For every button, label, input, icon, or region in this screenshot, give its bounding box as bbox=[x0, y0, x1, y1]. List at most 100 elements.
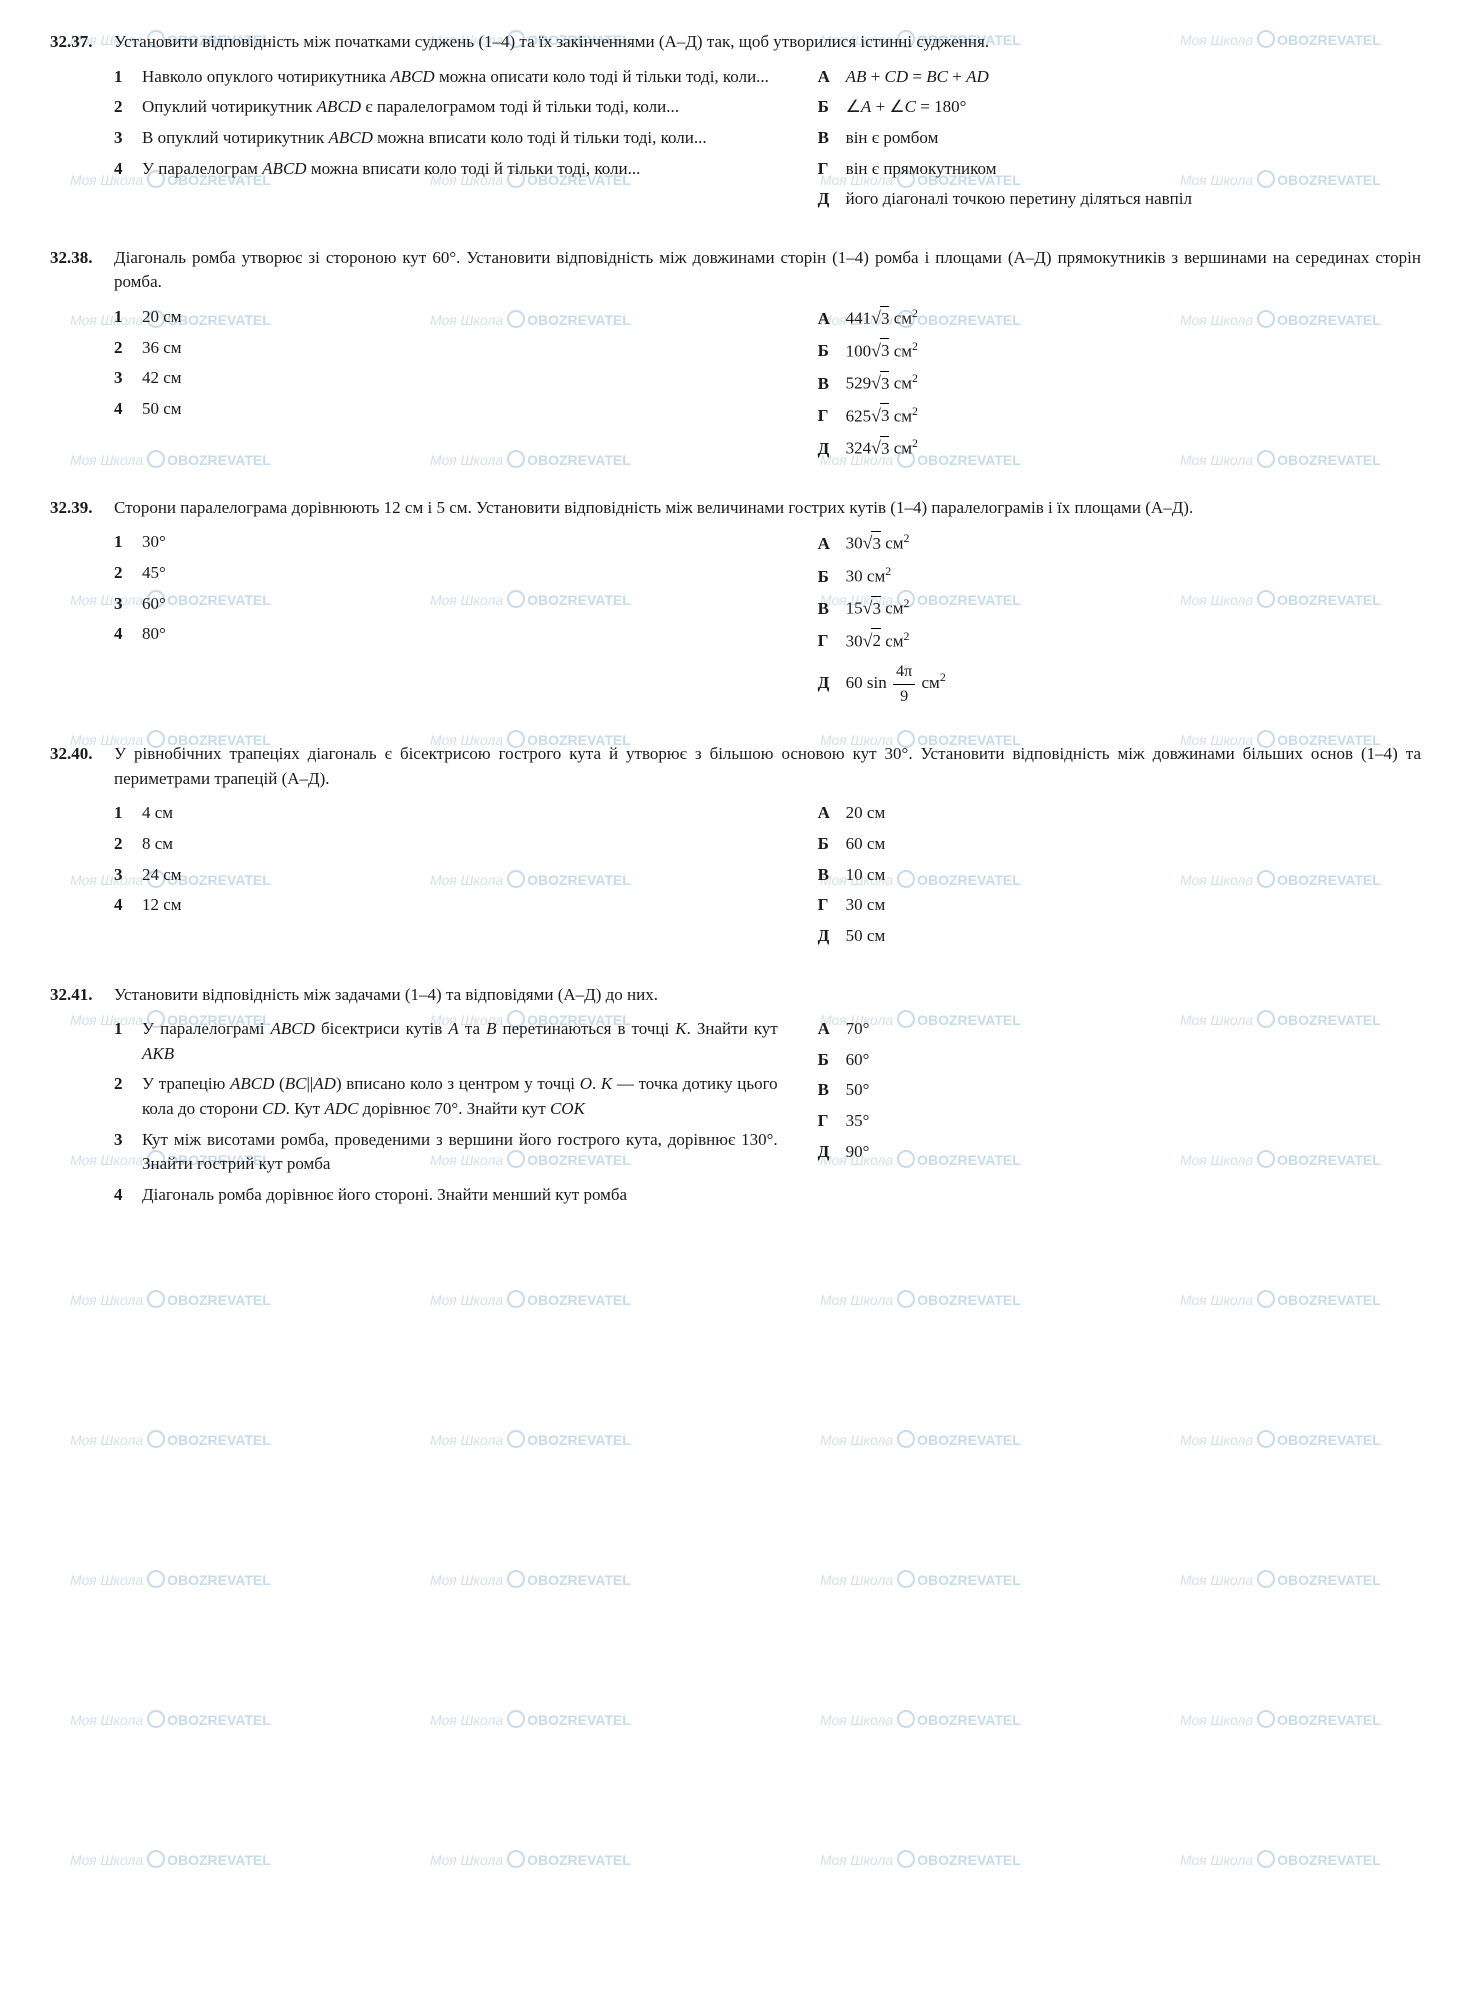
option-value: 42 см bbox=[142, 366, 778, 391]
option-key: 3 bbox=[114, 126, 142, 151]
option-key: А bbox=[818, 801, 846, 826]
option-value: В опуклий чотирикутник ABCD можна вписат… bbox=[142, 126, 778, 151]
left-options: 120 см236 см342 см450 см bbox=[114, 305, 818, 468]
watermark: Моя Школа OBOZREVATEL bbox=[820, 1850, 1021, 1870]
option-key: Б bbox=[818, 339, 846, 364]
option-key: В bbox=[818, 863, 846, 888]
option-row: Ввін є ромбом bbox=[818, 126, 1421, 151]
option-row: 324 см bbox=[114, 863, 778, 888]
option-row: 480° bbox=[114, 622, 778, 647]
option-row: Гвін є прямокутником bbox=[818, 157, 1421, 182]
problem-prompt: Сторони паралелограма дорівнюють 12 см і… bbox=[114, 496, 1421, 521]
option-key: 1 bbox=[114, 801, 142, 826]
problem-prompt-row: 32.41.Установити відповідність між задач… bbox=[50, 983, 1421, 1008]
option-key: А bbox=[818, 307, 846, 332]
option-value: 60 sin 4π9 см2 bbox=[846, 660, 1421, 708]
option-row: А30√3 см2 bbox=[818, 530, 1421, 557]
option-value: У паралелограмі ABCD бісектриси кутів A … bbox=[142, 1017, 778, 1066]
problem-prompt: Установити відповідність між задачами (1… bbox=[114, 983, 1421, 1008]
watermark: Моя Школа OBOZREVATEL bbox=[820, 1570, 1021, 1590]
option-row: Б30 см2 bbox=[818, 563, 1421, 589]
option-key: 3 bbox=[114, 592, 142, 617]
watermark: Моя Школа OBOZREVATEL bbox=[1180, 1850, 1381, 1870]
option-key: 4 bbox=[114, 622, 142, 647]
option-row: 28 см bbox=[114, 832, 778, 857]
option-key: Б bbox=[818, 832, 846, 857]
left-options: 14 см 28 см 324 см 412 см bbox=[114, 801, 818, 954]
option-key: 3 bbox=[114, 863, 142, 888]
problem-prompt: Діагональ ромба утворює зі стороною кут … bbox=[114, 246, 1421, 295]
option-row: 245° bbox=[114, 561, 778, 586]
problem: 32.41.Установити відповідність між задач… bbox=[50, 983, 1421, 1214]
option-row: 412 см bbox=[114, 893, 778, 918]
option-key: Д bbox=[818, 1140, 846, 1165]
option-key: Д bbox=[818, 924, 846, 949]
option-value: 324√3 см2 bbox=[846, 435, 1421, 462]
right-options: А441√3 см2Б100√3 см2В529√3 см2Г625√3 см2… bbox=[818, 305, 1421, 468]
option-value: 529√3 см2 bbox=[846, 370, 1421, 397]
problem-number: 32.37. bbox=[50, 30, 114, 55]
option-key: Д bbox=[818, 671, 846, 696]
option-key: 3 bbox=[114, 366, 142, 391]
option-value: 441√3 см2 bbox=[846, 305, 1421, 332]
problem-prompt-row: 32.38.Діагональ ромба утворює зі стороно… bbox=[50, 246, 1421, 295]
option-key: 4 bbox=[114, 397, 142, 422]
option-value: 36 см bbox=[142, 336, 778, 361]
problem-number: 32.38. bbox=[50, 246, 114, 295]
option-key: В bbox=[818, 126, 846, 151]
option-row: Г35° bbox=[818, 1109, 1421, 1134]
option-key: В bbox=[818, 1078, 846, 1103]
option-row: 360° bbox=[114, 592, 778, 617]
problem-prompt: У рівнобічних трапеціях діагональ є бісе… bbox=[114, 742, 1421, 791]
problem: 32.38.Діагональ ромба утворює зі стороно… bbox=[50, 246, 1421, 468]
option-row: АAB + CD = BC + AD bbox=[818, 65, 1421, 90]
option-row: Б60° bbox=[818, 1048, 1421, 1073]
option-key: 2 bbox=[114, 336, 142, 361]
option-row: Б60 см bbox=[818, 832, 1421, 857]
right-options: АAB + CD = BC + ADБ∠A + ∠C = 180°Ввін є … bbox=[818, 65, 1421, 218]
watermark: Моя Школа OBOZREVATEL bbox=[70, 1710, 271, 1730]
option-row: В10 см bbox=[818, 863, 1421, 888]
option-key: 3 bbox=[114, 1128, 142, 1153]
watermark: Моя Школа OBOZREVATEL bbox=[1180, 1290, 1381, 1310]
option-value: У трапецію ABCD (BC||AD) вписано коло з … bbox=[142, 1072, 778, 1121]
watermark: Моя Школа OBOZREVATEL bbox=[430, 1850, 631, 1870]
option-row: 2У трапецію ABCD (BC||AD) вписано коло з… bbox=[114, 1072, 778, 1121]
watermark: Моя Школа OBOZREVATEL bbox=[430, 1430, 631, 1450]
option-row: 236 см bbox=[114, 336, 778, 361]
option-row: Г30√2 см2 bbox=[818, 628, 1421, 655]
option-value: Діагональ ромба дорівнює його стороні. З… bbox=[142, 1183, 778, 1208]
option-value: 30 см bbox=[846, 893, 1421, 918]
problem-number: 32.40. bbox=[50, 742, 114, 791]
option-value: він є ромбом bbox=[846, 126, 1421, 151]
option-row: 14 см bbox=[114, 801, 778, 826]
option-key: Б bbox=[818, 1048, 846, 1073]
problem: 32.37.Установити відповідність між почат… bbox=[50, 30, 1421, 218]
option-row: Д50 см bbox=[818, 924, 1421, 949]
option-value: 30 см2 bbox=[846, 563, 1421, 589]
options-columns: 1У паралелограмі ABCD бісектриси кутів A… bbox=[114, 1017, 1421, 1213]
watermark: Моя Школа OBOZREVATEL bbox=[70, 1290, 271, 1310]
option-key: Г bbox=[818, 629, 846, 654]
option-row: 3Кут між висотами ромба, проведеними з в… bbox=[114, 1128, 778, 1177]
watermark: Моя Школа OBOZREVATEL bbox=[70, 1570, 271, 1590]
option-row: 4У паралелограм ABCD можна вписати коло … bbox=[114, 157, 778, 182]
option-value: його діагоналі точкою перетину діляться … bbox=[846, 187, 1421, 212]
option-row: Дйого діагоналі точкою перетину діляться… bbox=[818, 187, 1421, 212]
watermark: Моя Школа OBOZREVATEL bbox=[430, 1290, 631, 1310]
right-options: А70°Б60°В50°Г35°Д90° bbox=[818, 1017, 1421, 1213]
problem: 32.39.Сторони паралелограма дорівнюють 1… bbox=[50, 496, 1421, 714]
option-key: 1 bbox=[114, 1017, 142, 1042]
option-value: 50 см bbox=[142, 397, 778, 422]
option-value: 50° bbox=[846, 1078, 1421, 1103]
problem: 32.40.У рівнобічних трапеціях діагональ … bbox=[50, 742, 1421, 954]
option-key: 1 bbox=[114, 65, 142, 90]
option-value: ∠A + ∠C = 180° bbox=[846, 95, 1421, 120]
option-value: AB + CD = BC + AD bbox=[846, 65, 1421, 90]
option-key: 2 bbox=[114, 832, 142, 857]
option-key: 4 bbox=[114, 157, 142, 182]
option-key: 2 bbox=[114, 561, 142, 586]
option-row: А70° bbox=[818, 1017, 1421, 1042]
options-columns: 120 см236 см342 см450 смА441√3 см2Б100√3… bbox=[114, 305, 1421, 468]
option-row: В50° bbox=[818, 1078, 1421, 1103]
